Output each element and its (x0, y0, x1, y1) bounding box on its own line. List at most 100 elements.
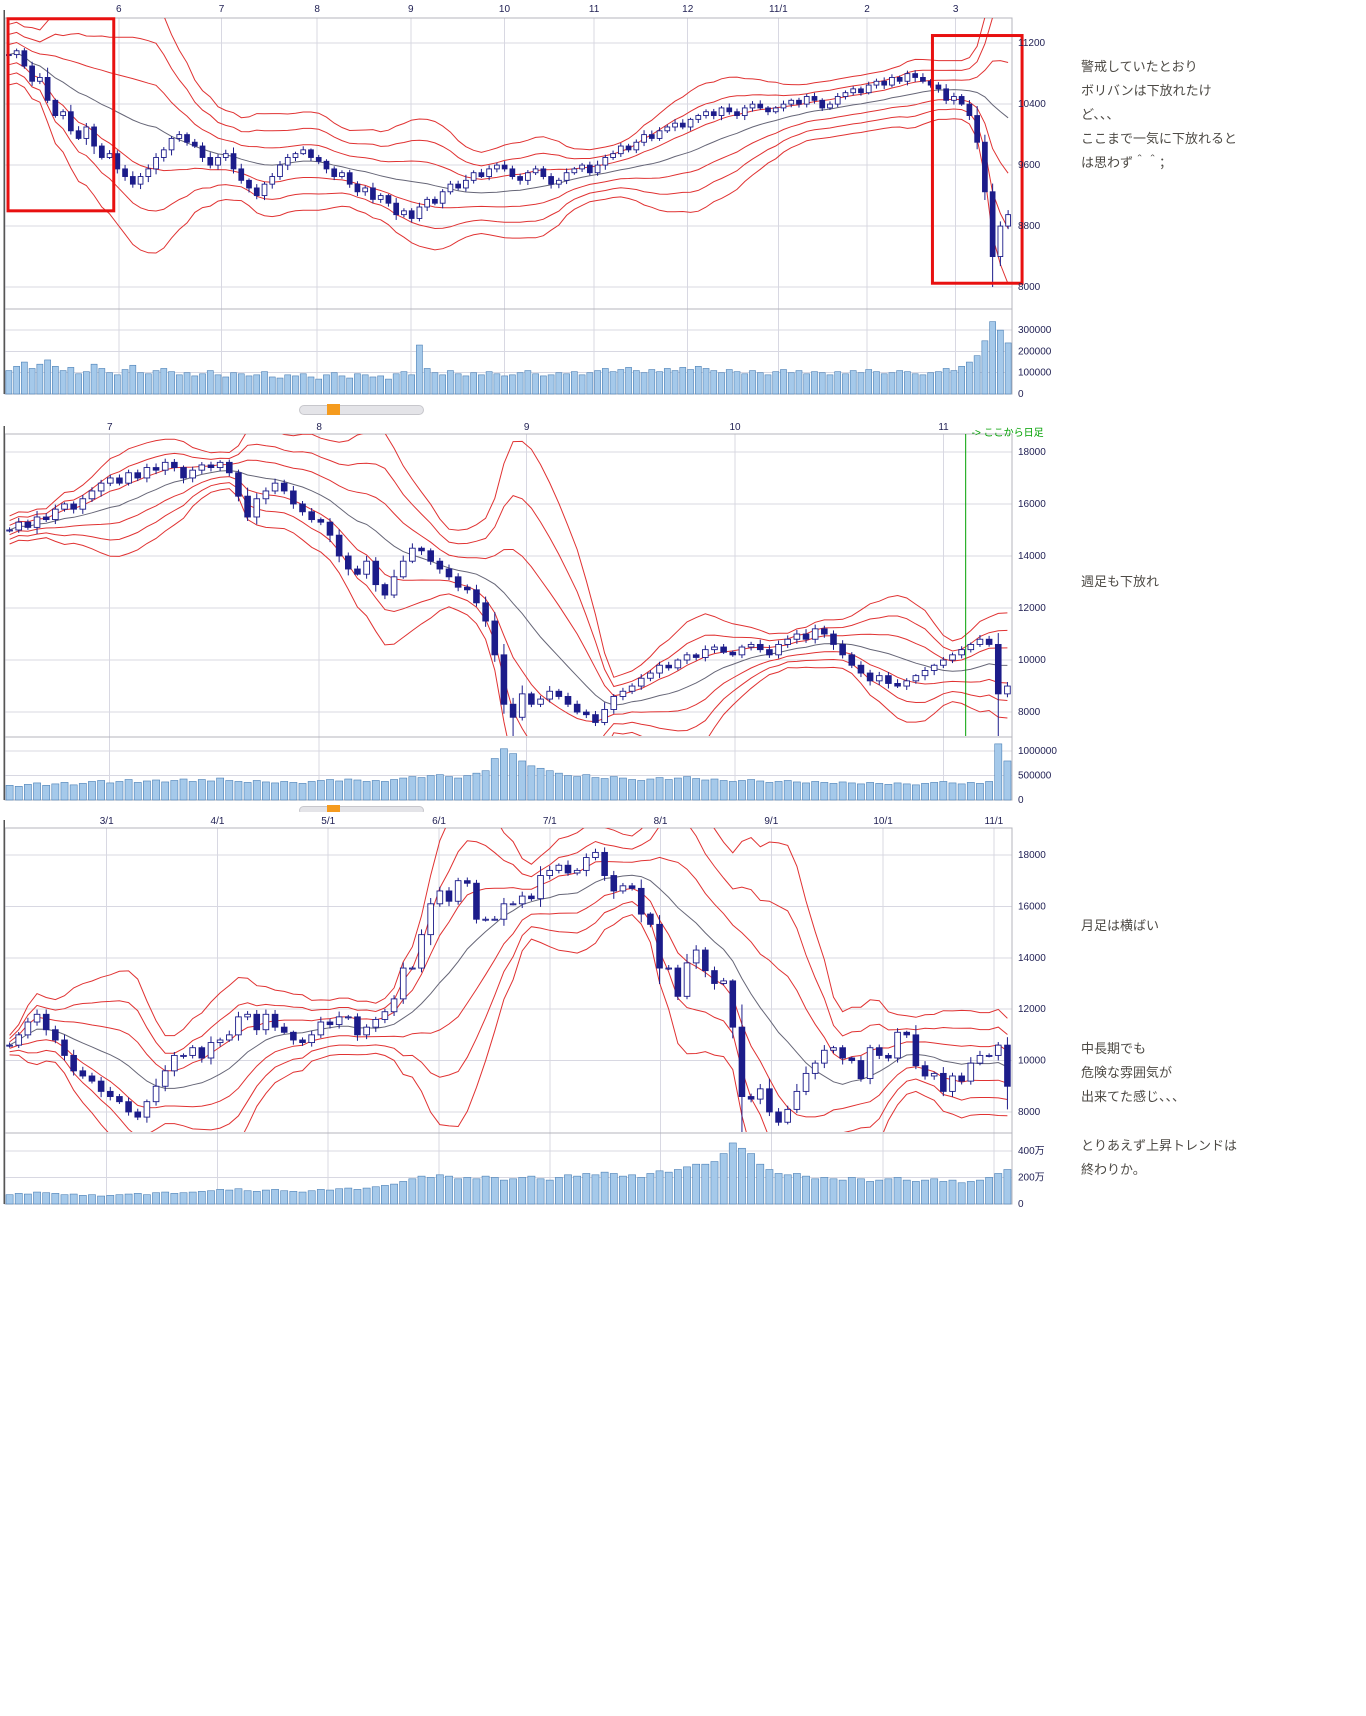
grid (5, 18, 1012, 394)
daily-chart-panel: 11200 10400 9600 8800 8000 300000 200000 100000… (0, 0, 1080, 402)
annotation-trend-end: とりあえず上昇トレンドは 終わりか。 (1081, 1134, 1237, 1182)
annotation-line: ここまで一気に下放れると (1081, 131, 1238, 146)
svg-text:9: 9 (408, 4, 414, 15)
svg-text:300000: 300000 (1018, 325, 1052, 336)
annotation-weekly: 週足も下放れ (1081, 570, 1159, 594)
plot-border (3, 426, 1013, 801)
svg-text:5/1: 5/1 (321, 816, 335, 827)
bollinger-bands (9, 434, 1008, 736)
svg-text:1000000: 1000000 (1018, 746, 1057, 757)
svg-text:10: 10 (499, 4, 511, 15)
svg-text:9: 9 (524, 422, 530, 433)
svg-text:14000: 14000 (1018, 551, 1046, 562)
volume-bars (5, 1142, 1012, 1205)
weekly-chart-svg: -> ここから日足 18000 16000 14000 12000 10000 8000 10… (3, 422, 1057, 806)
weekly-chart-panel: -> ここから日足 18000 16000 14000 12000 10000 8000 10… (0, 418, 1080, 806)
svg-text:8000: 8000 (1018, 707, 1041, 718)
svg-text:100000: 100000 (1018, 368, 1052, 379)
plot-border (3, 10, 1013, 395)
svg-text:9600: 9600 (1018, 160, 1041, 171)
volume-bars (5, 743, 1012, 801)
svg-text:10400: 10400 (1018, 99, 1046, 110)
plot-border (3, 820, 1013, 1205)
svg-text:11: 11 (589, 4, 600, 15)
svg-text:500000: 500000 (1018, 771, 1052, 782)
price-axis-labels: 11200 10400 9600 8800 8000 300000 200000 100000… (1018, 38, 1052, 400)
annotation-warning: 警戒していたとおり ボリバンは下放れたけ ど、、、 ここまで一気に下放れると は… (1081, 55, 1237, 175)
price-axis-labels: 18000 16000 14000 12000 10000 8000 1000000 5000… (1018, 447, 1057, 806)
highlight-box (930, 34, 1024, 285)
annotation-line: ボリバンは下放れたけ (1081, 83, 1212, 98)
monthly-chart-panel: 18000 16000 14000 12000 10000 8000 400万 200万 0 3/… (0, 812, 1080, 1212)
bollinger-bands (8, 18, 1009, 285)
svg-text:3/1: 3/1 (100, 816, 114, 827)
candles-layer (6, 847, 1011, 1132)
svg-text:9/1: 9/1 (764, 816, 778, 827)
svg-text:16000: 16000 (1018, 901, 1046, 912)
daily-start-label: -> ここから日足 (972, 427, 1044, 439)
svg-text:6/1: 6/1 (432, 816, 446, 827)
svg-text:11/1: 11/1 (985, 816, 1004, 827)
svg-text:3: 3 (953, 4, 959, 15)
daily-chart-svg: 11200 10400 9600 8800 8000 300000 200000 100000… (3, 4, 1052, 400)
annotation-line: 終わりか。 (1081, 1162, 1146, 1177)
svg-text:8000: 8000 (1018, 1107, 1041, 1118)
svg-text:11: 11 (938, 422, 949, 433)
svg-text:2: 2 (864, 4, 870, 15)
svg-text:10: 10 (730, 422, 742, 433)
svg-text:200000: 200000 (1018, 346, 1052, 357)
annotation-line: 中長期でも (1081, 1041, 1147, 1056)
volume-bars (5, 321, 1012, 395)
bollinger-bands (9, 828, 1008, 1132)
ui-artifact-icon (327, 404, 340, 415)
svg-text:12000: 12000 (1018, 1004, 1046, 1015)
svg-text:8000: 8000 (1018, 282, 1041, 293)
price-axis-labels: 18000 16000 14000 12000 10000 8000 400万 200万 0 (1018, 850, 1046, 1210)
svg-text:18000: 18000 (1018, 850, 1046, 861)
svg-text:4/1: 4/1 (211, 816, 225, 827)
svg-text:400万: 400万 (1018, 1146, 1045, 1157)
ui-artifact-icon (327, 805, 340, 815)
time-axis-labels: 7 8 9 10 11 (107, 422, 949, 433)
svg-text:0: 0 (1018, 389, 1024, 400)
svg-text:7/1: 7/1 (543, 816, 557, 827)
svg-text:8: 8 (316, 422, 322, 433)
grid (5, 828, 1012, 1204)
annotation-line: は思わず＾＾； (1081, 155, 1173, 170)
svg-text:7: 7 (219, 4, 225, 15)
annotation-line: とりあえず上昇トレンドは (1081, 1138, 1238, 1153)
svg-text:10000: 10000 (1018, 1056, 1046, 1067)
time-axis-labels: 3/1 4/1 5/1 6/1 7/1 8/1 9/1 10/1 11/1 (100, 816, 1004, 827)
svg-text:200万: 200万 (1018, 1172, 1045, 1183)
svg-text:11200: 11200 (1018, 38, 1046, 49)
svg-text:7: 7 (107, 422, 113, 433)
svg-text:12: 12 (682, 4, 694, 15)
svg-text:18000: 18000 (1018, 447, 1046, 458)
svg-text:8/1: 8/1 (654, 816, 668, 827)
annotation-line: 警戒していたとおり (1081, 59, 1198, 74)
grid (5, 434, 1012, 800)
scrollbar-thumb[interactable] (299, 405, 424, 415)
annotation-line: ど、、、 (1081, 107, 1120, 122)
annotation-midterm: 中長期でも 危険な雰囲気が 出来てた感じ、、、 (1081, 1037, 1185, 1109)
annotation-line: 出来てた感じ、、、 (1081, 1089, 1186, 1104)
svg-text:6: 6 (116, 4, 122, 15)
svg-text:0: 0 (1018, 795, 1024, 806)
svg-text:14000: 14000 (1018, 953, 1046, 964)
time-axis-labels: 6 7 8 9 10 11 12 11/1 2 3 (116, 4, 959, 15)
annotation-line: 週足も下放れ (1081, 574, 1160, 589)
monthly-chart-svg: 18000 16000 14000 12000 10000 8000 400万 200万 0 3/… (3, 816, 1046, 1210)
svg-text:16000: 16000 (1018, 499, 1046, 510)
svg-text:12000: 12000 (1018, 603, 1046, 614)
svg-text:8800: 8800 (1018, 221, 1041, 232)
svg-text:10000: 10000 (1018, 655, 1046, 666)
annotation-line: 危険な雰囲気が (1081, 1065, 1173, 1080)
candles-layer (6, 48, 1011, 288)
annotation-monthly-flat: 月足は横ばい (1081, 914, 1159, 938)
highlight-box (6, 17, 116, 213)
svg-text:10/1: 10/1 (873, 816, 893, 827)
svg-text:11/1: 11/1 (769, 4, 788, 15)
annotation-line: 月足は横ばい (1081, 918, 1160, 933)
svg-text:0: 0 (1018, 1199, 1024, 1210)
